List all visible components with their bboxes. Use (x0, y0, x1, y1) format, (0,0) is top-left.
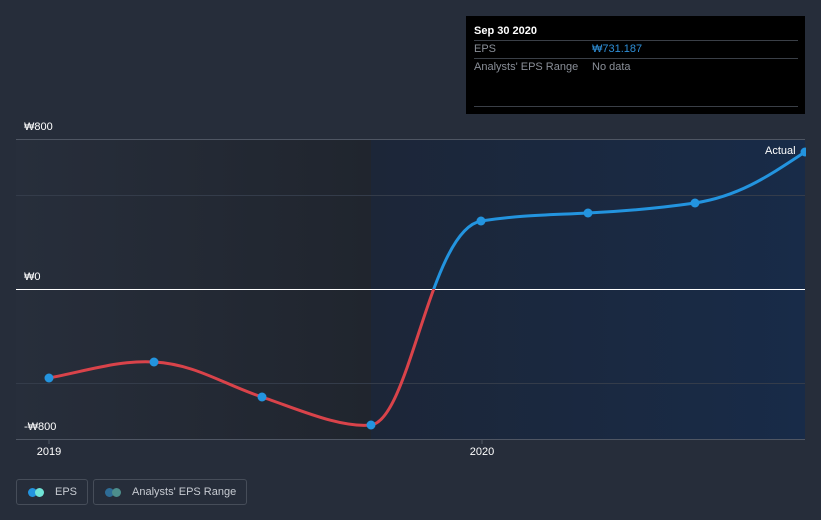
tooltip-date: Sep 30 2020 (474, 25, 537, 37)
legend-eps-label: EPS (55, 486, 78, 498)
tooltip-divider (474, 106, 798, 107)
eps-markers (44, 147, 810, 430)
tooltip: Sep 30 2020 EPS ₩731.187 Analysts' EPS R… (466, 16, 805, 114)
data-point[interactable] (583, 208, 593, 218)
x-tick-label-2019: 2019 (36, 446, 62, 458)
legend-eps-button[interactable]: EPS (16, 479, 89, 505)
eps-line-negative (47, 289, 436, 427)
legend: EPS Analysts' EPS Range (16, 479, 248, 505)
right-margin (806, 120, 821, 450)
data-point[interactable] (476, 216, 486, 226)
data-point[interactable] (149, 357, 159, 367)
data-point[interactable] (366, 420, 376, 430)
actual-annotation: Actual (765, 145, 796, 157)
legend-range-label: Analysts' EPS Range (132, 486, 237, 498)
range-legend-icon (105, 487, 122, 497)
tooltip-eps-value: ₩731.187 (592, 43, 643, 55)
tooltip-eps-label: EPS (474, 43, 497, 55)
tooltip-range-label: Analysts' EPS Range (474, 61, 579, 73)
tooltip-row-eps: EPS ₩731.187 (474, 40, 798, 58)
y-tick-label-800: ₩800 (24, 121, 53, 133)
y-tick-label-0: ₩0 (24, 271, 41, 283)
tooltip-range-value: No data (592, 61, 631, 73)
x-tick-label-2020: 2020 (469, 446, 495, 458)
eps-legend-icon (28, 487, 45, 497)
data-point[interactable] (690, 198, 700, 208)
y-tick-label-neg800: -₩800 (24, 421, 57, 433)
data-point[interactable] (44, 373, 54, 383)
legend-range-button[interactable]: Analysts' EPS Range (93, 479, 248, 505)
eps-line-positive (432, 150, 807, 289)
data-point[interactable] (257, 392, 267, 402)
tooltip-row-range: Analysts' EPS Range No data (474, 58, 798, 76)
